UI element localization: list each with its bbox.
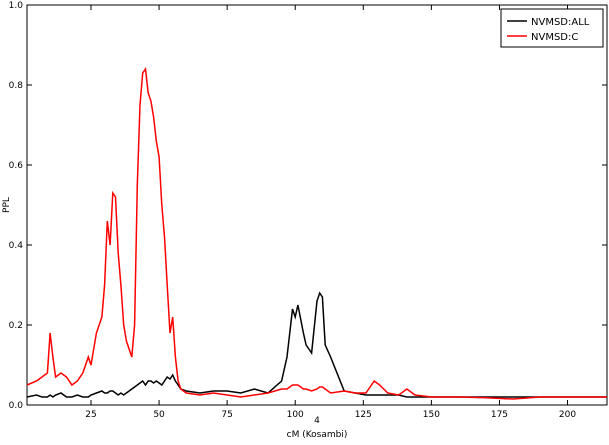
x-tick-label: 125	[355, 410, 372, 420]
subtitle: 4	[314, 416, 320, 426]
x-axis-label: cM (Kosambi)	[287, 430, 348, 440]
y-tick-label: 0.2	[9, 321, 23, 331]
x-tick-label: 150	[423, 410, 440, 420]
y-tick-label: 0.8	[9, 81, 24, 91]
x-tick-label: 200	[559, 410, 576, 420]
series-line	[26, 66, 607, 400]
plot-frame	[26, 4, 608, 406]
legend-label: NVMSD:ALL	[531, 17, 590, 28]
y-tick-label: 0.4	[9, 241, 24, 251]
y-tick-label: 1.0	[9, 1, 24, 11]
y-axis-label: PPL	[2, 197, 12, 213]
y-tick-label: 0.0	[9, 401, 24, 411]
x-tick-label: 75	[221, 410, 232, 420]
y-tick-label: 0.6	[9, 161, 24, 171]
x-tick-label: 25	[85, 410, 96, 420]
legend-box	[500, 8, 604, 48]
x-tick-label: 50	[153, 410, 165, 420]
x-tick-label: 100	[287, 410, 304, 420]
x-tick-label: 175	[491, 410, 508, 420]
legend-label: NVMSD:C	[531, 32, 578, 43]
series-line	[26, 291, 607, 398]
